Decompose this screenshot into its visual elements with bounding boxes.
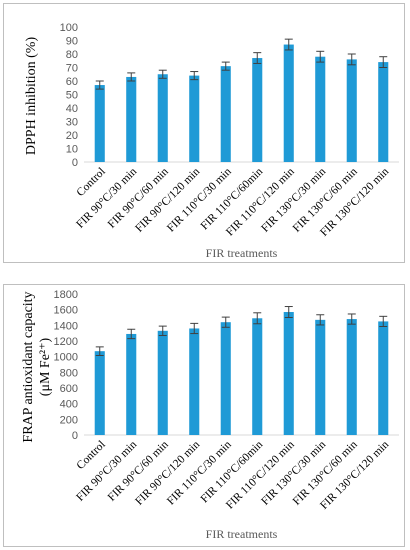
y-tick-label: 400 xyxy=(60,399,78,411)
y-tick-label: 30 xyxy=(66,117,78,129)
error-bar xyxy=(95,80,104,90)
bar xyxy=(157,330,168,435)
bar xyxy=(346,59,357,162)
y-tick-label: 1000 xyxy=(54,352,78,364)
error-bar xyxy=(158,69,167,79)
bar xyxy=(283,44,294,162)
bar xyxy=(94,85,105,162)
error-bar xyxy=(127,328,136,340)
y-tick-label: 600 xyxy=(60,383,78,395)
y-tick-label: 80 xyxy=(66,49,78,61)
y-axis-title-line1: FRAP antioxidant capacity xyxy=(21,291,36,442)
error-bar xyxy=(127,72,136,82)
y-tick-label: 50 xyxy=(66,90,78,102)
y-tick-label: 40 xyxy=(66,103,78,115)
y-tick-label: 70 xyxy=(66,63,78,75)
error-bar xyxy=(158,325,167,337)
bar xyxy=(315,56,326,163)
error-bar xyxy=(316,314,325,326)
error-bar xyxy=(284,306,293,318)
y-tick-label: 100 xyxy=(60,22,78,34)
bar xyxy=(220,66,231,162)
y-tick-label: 200 xyxy=(60,414,78,426)
error-bar xyxy=(190,71,199,81)
error-bar xyxy=(253,312,262,325)
error-bar xyxy=(347,53,356,66)
x-axis-title: FIR treatments xyxy=(206,527,278,541)
y-tick-label: 0 xyxy=(72,157,78,169)
x-axis-title: FIR treatments xyxy=(206,246,278,260)
chart-panel-dpph: 0 10 20 30 40 50 60 70 80 90 100 Control FIR 90°C/30… xyxy=(3,3,405,263)
y-tick-label: 800 xyxy=(60,367,78,379)
y-tick-label: 90 xyxy=(66,36,78,48)
error-bar xyxy=(190,322,199,335)
bar xyxy=(378,62,389,162)
y-tick-label: 1200 xyxy=(54,336,78,348)
bar xyxy=(346,319,357,435)
error-bar xyxy=(95,346,104,356)
y-tick-label: 1400 xyxy=(54,320,78,332)
bar xyxy=(315,319,326,435)
bar xyxy=(126,76,137,162)
bar xyxy=(220,322,231,435)
error-bar xyxy=(221,61,230,71)
y-tick-label: 60 xyxy=(66,76,78,88)
bar xyxy=(252,318,263,435)
y-axis-title: DPPH inhibition (%) xyxy=(24,37,39,156)
bar xyxy=(252,58,263,162)
bar xyxy=(189,75,200,162)
error-bar xyxy=(347,313,356,325)
error-bar xyxy=(221,316,230,328)
bar xyxy=(126,333,137,435)
bar xyxy=(157,74,168,162)
bar xyxy=(94,351,105,435)
y-tick-label: 10 xyxy=(66,144,78,156)
frap-chart: 020040060080010001200140016001800Control… xyxy=(21,289,399,541)
y-tick-label: 1800 xyxy=(54,289,78,301)
bar xyxy=(378,321,389,435)
chart-panel-frap: 0 200 400 600 800 1000 1200 1400 1600 1800 Control… xyxy=(3,284,405,547)
error-bar xyxy=(316,50,325,63)
y-axis-title: FRAP antioxidant capacity (μM Fe²⁺) xyxy=(21,291,53,442)
bar xyxy=(189,328,200,435)
y-axis-title-line2: (μM Fe²⁺) xyxy=(38,337,53,396)
y-tick-label: 1600 xyxy=(54,305,78,317)
error-bar xyxy=(379,56,388,68)
error-bar xyxy=(379,315,388,328)
error-bar xyxy=(253,52,262,64)
y-tick-label: 0 xyxy=(72,430,78,442)
bar xyxy=(283,312,294,435)
y-tick-label: 20 xyxy=(66,130,78,142)
error-bar xyxy=(284,38,293,51)
